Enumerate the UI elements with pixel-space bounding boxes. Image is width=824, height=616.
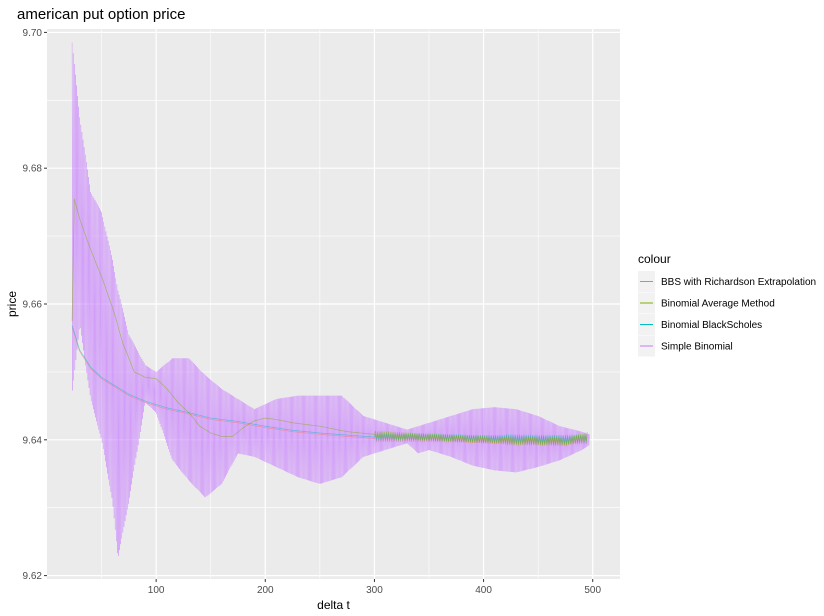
legend-label: Binomial BlackScholes bbox=[661, 320, 762, 331]
legend-label: Binomial Average Method bbox=[661, 299, 775, 310]
series-line-simple-binomial bbox=[71, 42, 590, 556]
x-tick-label: 500 bbox=[584, 585, 601, 596]
legend-label: Simple Binomial bbox=[661, 342, 733, 353]
x-axis-title: delta t bbox=[317, 598, 350, 612]
y-axis-title: price bbox=[5, 291, 19, 317]
series-line-binomial-blackscholes bbox=[71, 325, 588, 444]
x-tick-label: 200 bbox=[257, 585, 274, 596]
y-tick-label: 9.66 bbox=[23, 300, 43, 311]
y-tick-label: 9.68 bbox=[23, 164, 43, 175]
legend-label: BBS with Richardson Extrapolation bbox=[661, 277, 816, 288]
legend-title: colour bbox=[638, 252, 671, 266]
x-axis: 100 200 300 400 500 bbox=[148, 579, 601, 596]
x-tick-label: 300 bbox=[366, 585, 383, 596]
series-line-binomial-average bbox=[71, 198, 588, 446]
series-layer bbox=[71, 42, 590, 556]
legend: colour BBS with Richardson Extrapolation… bbox=[638, 252, 816, 357]
chart-title: american put option price bbox=[17, 6, 185, 23]
y-tick-label: 9.70 bbox=[23, 28, 43, 39]
y-tick-label: 9.64 bbox=[23, 435, 43, 446]
major-gridlines bbox=[47, 29, 620, 579]
x-tick-label: 400 bbox=[475, 585, 492, 596]
x-tick-label: 100 bbox=[148, 585, 165, 596]
y-tick-label: 9.62 bbox=[23, 571, 43, 582]
y-axis: 9.62 9.64 9.66 9.68 9.70 bbox=[23, 28, 47, 582]
